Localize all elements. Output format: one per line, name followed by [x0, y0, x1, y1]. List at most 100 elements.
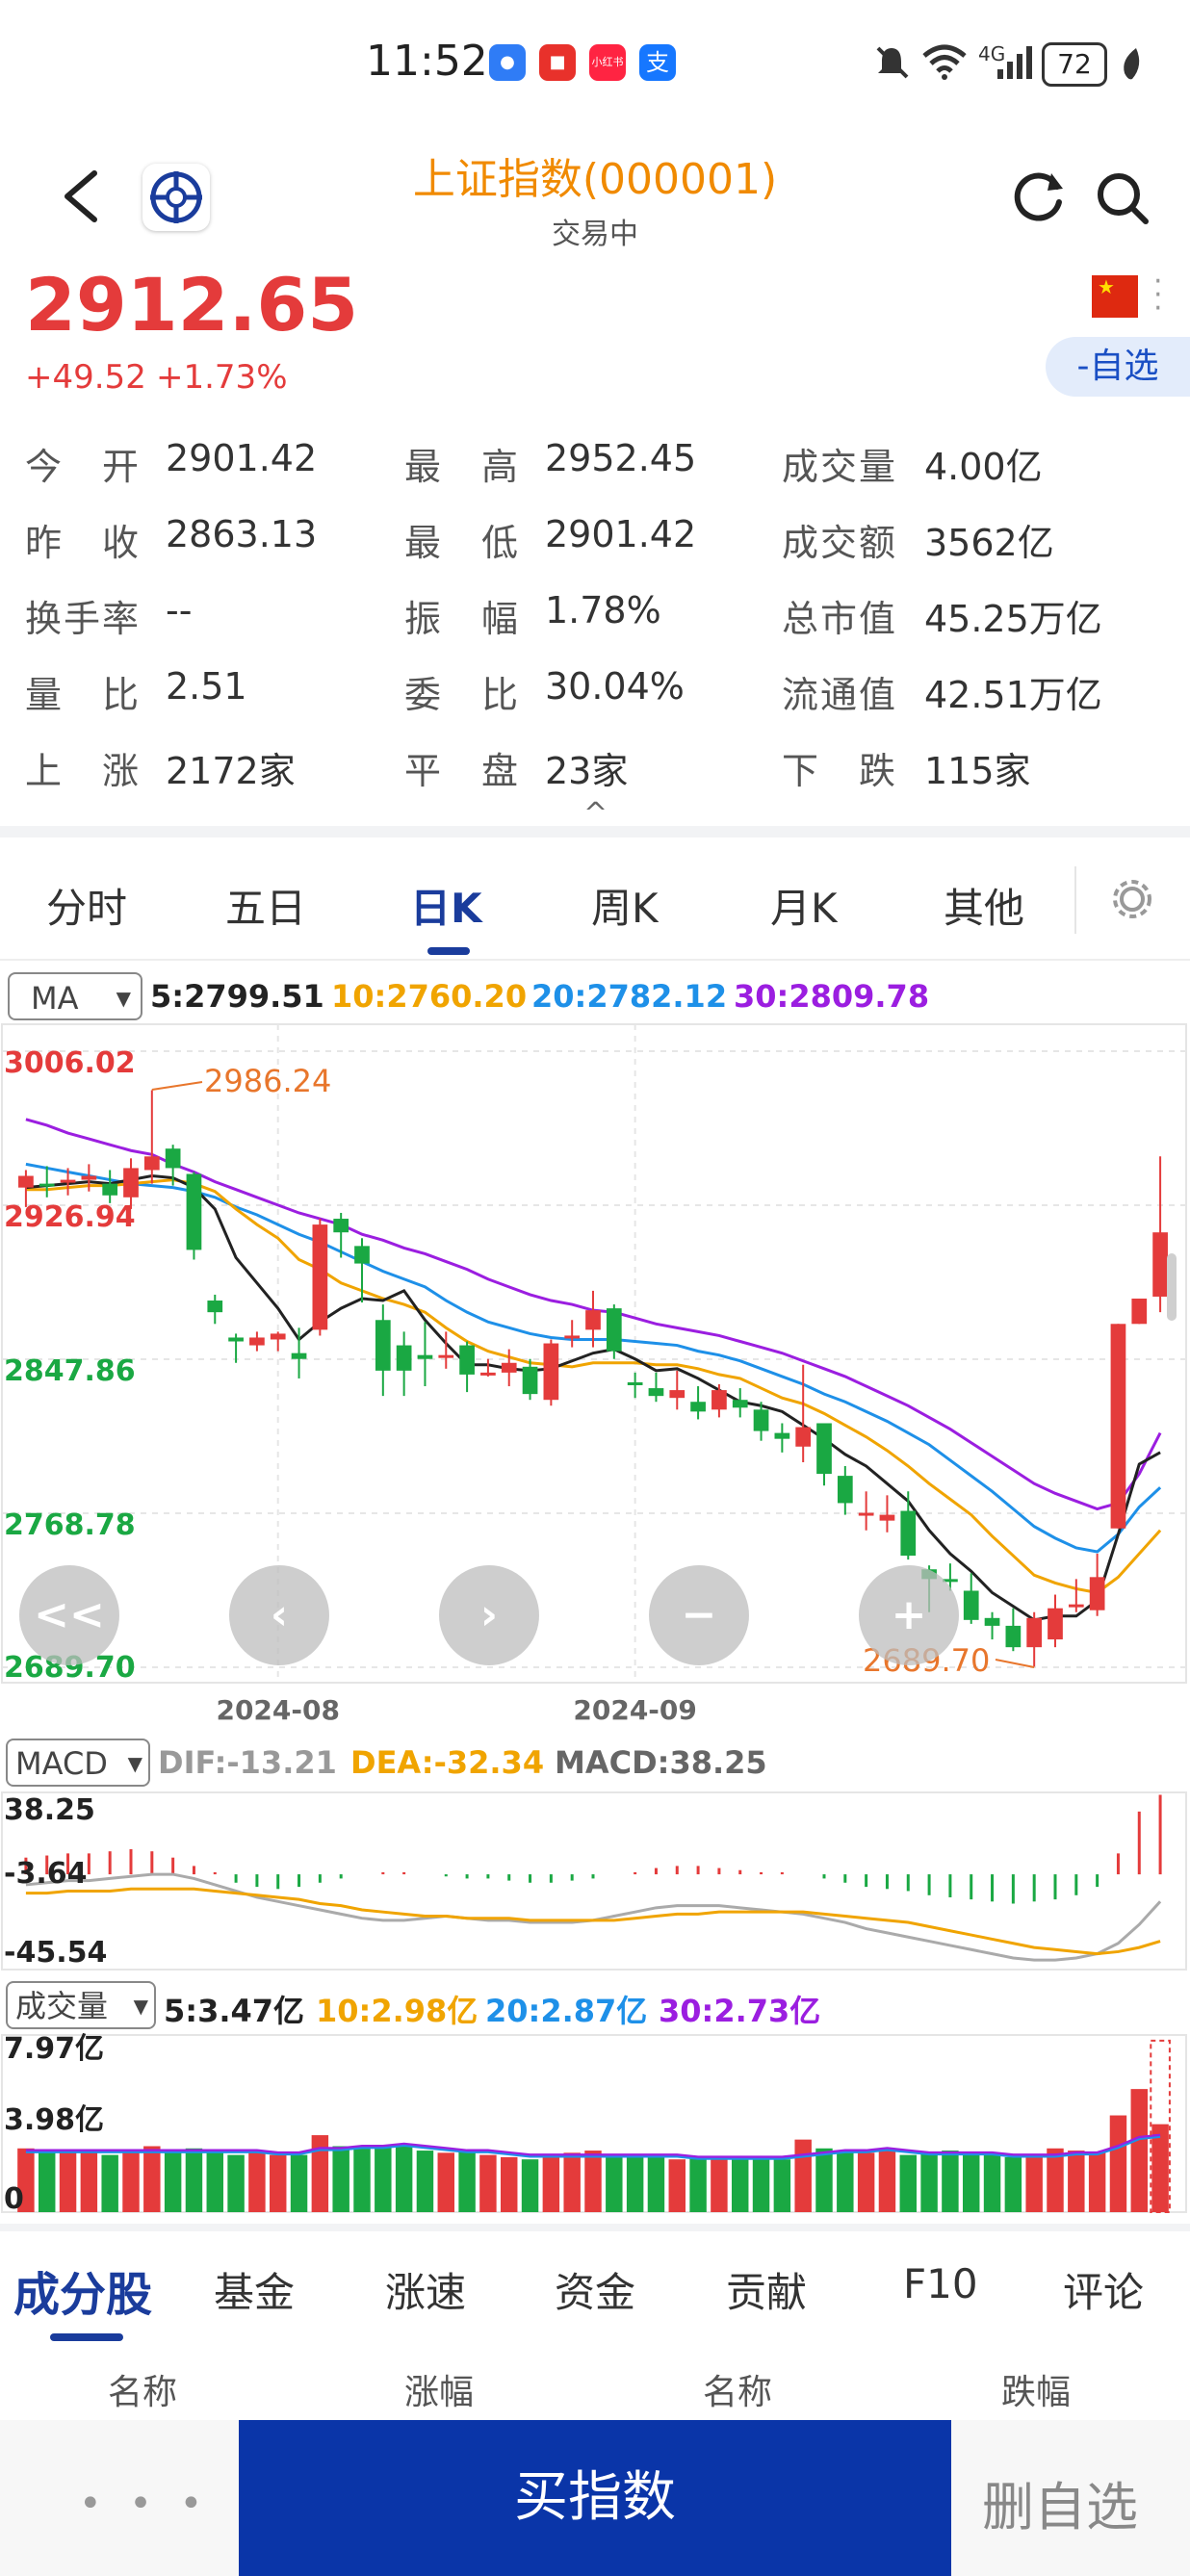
- candle-body: [333, 1219, 349, 1233]
- zoom-out-button[interactable]: −: [649, 1565, 749, 1665]
- section-divider: [0, 826, 1190, 837]
- volume-bar: [501, 2156, 518, 2212]
- vol-ma30-value: 30:2.73亿: [659, 1993, 821, 2029]
- candle-body: [564, 1335, 581, 1339]
- candle-body: [207, 1301, 223, 1313]
- candlestick-chart[interactable]: 3006.022926.942847.862768.782689.702024-…: [0, 1022, 1190, 1735]
- stat-label: 流通值: [782, 674, 898, 716]
- candle-body: [1005, 1625, 1022, 1648]
- volume-ma20-line: [25, 2135, 1161, 2160]
- stat-label: 量 比: [25, 674, 142, 716]
- candle-body: [669, 1390, 686, 1399]
- candle-body: [459, 1345, 475, 1375]
- macd-chart[interactable]: 38.25 -3.64 -45.54: [0, 1790, 1190, 1973]
- back-arrow-icon[interactable]: [60, 169, 102, 223]
- candle-body: [1131, 1298, 1148, 1325]
- detail-tab[interactable]: 资金: [555, 2269, 636, 2316]
- settings-gear-icon[interactable]: [1109, 876, 1155, 922]
- ma10-line: [25, 1178, 1162, 1595]
- candle: [900, 1491, 917, 1560]
- scroll-start-button[interactable]: <<: [19, 1565, 119, 1665]
- candle-body: [270, 1333, 286, 1340]
- volume-bar: [122, 2151, 140, 2212]
- kline-tab[interactable]: 周K: [591, 885, 659, 932]
- scroll-left-button[interactable]: ‹: [229, 1565, 329, 1665]
- volume-tick-label: 0: [4, 2182, 24, 2216]
- candle-body: [375, 1320, 391, 1371]
- detail-tab[interactable]: F10: [903, 2260, 978, 2307]
- volume-bar: [248, 2152, 266, 2212]
- kline-tab[interactable]: 分时: [46, 885, 128, 932]
- candle-body: [39, 1183, 55, 1187]
- x-tick-label: 2024-08: [216, 1694, 340, 1726]
- detail-tab[interactable]: 基金: [214, 2269, 296, 2316]
- column-header[interactable]: 跌幅: [1001, 2373, 1072, 2412]
- candle-body: [585, 1310, 601, 1330]
- detail-tab[interactable]: 成分股: [13, 2268, 153, 2322]
- volume-bar: [563, 2152, 581, 2212]
- section-divider-2: [0, 2224, 1190, 2231]
- candle-body: [837, 1476, 853, 1504]
- volume-bar: [17, 2148, 35, 2212]
- detail-tab[interactable]: 涨速: [385, 2269, 467, 2316]
- candle: [18, 1170, 34, 1207]
- column-header[interactable]: 名称: [703, 2373, 773, 2412]
- candle: [690, 1386, 706, 1420]
- candle-body: [249, 1337, 265, 1346]
- volume-bar: [395, 2144, 413, 2212]
- remove-watchlist-chip[interactable]: -自选: [1046, 337, 1190, 397]
- candle: [480, 1358, 496, 1377]
- scroll-right-button[interactable]: ›: [439, 1565, 539, 1665]
- candle-body: [943, 1579, 958, 1583]
- page-title: 上证指数(000001): [412, 155, 778, 204]
- more-vertical-icon[interactable]: · · ·: [1153, 265, 1163, 325]
- signal-icon: [997, 46, 1032, 79]
- more-actions-button[interactable]: • • •: [79, 2482, 211, 2526]
- volume-select[interactable]: 成交量 ▼: [6, 1981, 156, 2029]
- volume-bar: [270, 2154, 287, 2212]
- candle-body: [1152, 1232, 1168, 1297]
- macd-select[interactable]: MACD ▼: [6, 1739, 150, 1787]
- candle: [501, 1349, 517, 1387]
- kline-tab[interactable]: 五日: [225, 885, 307, 932]
- volume-bar: [542, 2154, 560, 2212]
- column-header[interactable]: 名称: [108, 2373, 178, 2412]
- vol-ma20-value: 20:2.87亿: [485, 1993, 648, 2029]
- volume-bar: [584, 2151, 602, 2212]
- candle: [438, 1331, 454, 1369]
- kline-tab[interactable]: 其他: [944, 885, 1025, 932]
- buy-index-button[interactable]: 买指数: [239, 2420, 951, 2576]
- stat-value: 42.51万亿: [924, 674, 1102, 716]
- candle: [963, 1573, 979, 1624]
- candle-body: [143, 1156, 160, 1171]
- candle: [837, 1465, 853, 1515]
- candle-body: [984, 1617, 1000, 1626]
- chart-scroll-handle[interactable]: [1167, 1253, 1177, 1321]
- zoom-in-button[interactable]: +: [859, 1565, 959, 1665]
- candle: [270, 1331, 286, 1352]
- indicator-select[interactable]: MA ▼: [8, 972, 142, 1020]
- column-header[interactable]: 涨幅: [404, 2373, 475, 2412]
- volume-ma-line: [25, 2133, 1161, 2159]
- y-tick-label: 2926.94: [4, 1200, 136, 1234]
- macd-frame: [1, 1791, 1187, 1971]
- candle: [417, 1322, 433, 1387]
- detail-tab[interactable]: 评论: [1063, 2269, 1145, 2316]
- stat-label: 成交量: [782, 446, 898, 488]
- candle-body: [102, 1183, 118, 1196]
- kline-tab[interactable]: 日K: [410, 885, 482, 932]
- volume-bar: [878, 2151, 896, 2212]
- candle-body: [501, 1362, 517, 1373]
- volume-bar: [626, 2154, 644, 2212]
- tab-underline: [427, 947, 470, 955]
- search-icon[interactable]: [1094, 169, 1151, 227]
- volume-chart[interactable]: 7.97亿 3.98亿 0: [0, 2033, 1190, 2216]
- collapse-caret-icon[interactable]: ^: [583, 797, 608, 831]
- detail-tab[interactable]: 贡献: [726, 2269, 808, 2316]
- kline-tab[interactable]: 月K: [770, 885, 838, 932]
- stat-label: 委 比: [404, 674, 521, 716]
- refresh-icon[interactable]: [1011, 169, 1067, 225]
- candle: [312, 1219, 328, 1336]
- remove-watchlist-button[interactable]: 删自选: [982, 2477, 1138, 2537]
- tab-separator: [1074, 866, 1076, 934]
